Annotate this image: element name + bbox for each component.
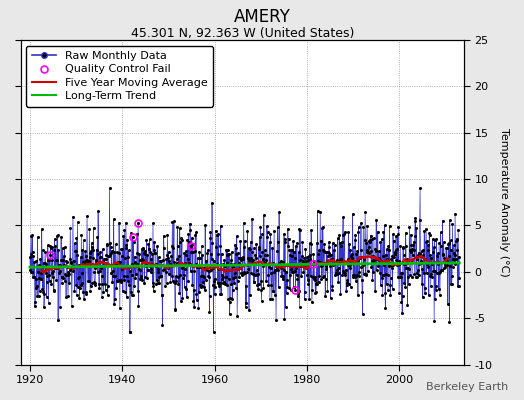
Text: Berkeley Earth: Berkeley Earth xyxy=(426,382,508,392)
Text: AMERY: AMERY xyxy=(234,8,290,26)
Legend: Raw Monthly Data, Quality Control Fail, Five Year Moving Average, Long-Term Tren: Raw Monthly Data, Quality Control Fail, … xyxy=(26,46,213,107)
Title: 45.301 N, 92.363 W (United States): 45.301 N, 92.363 W (United States) xyxy=(130,27,354,40)
Y-axis label: Temperature Anomaly (°C): Temperature Anomaly (°C) xyxy=(499,128,509,277)
